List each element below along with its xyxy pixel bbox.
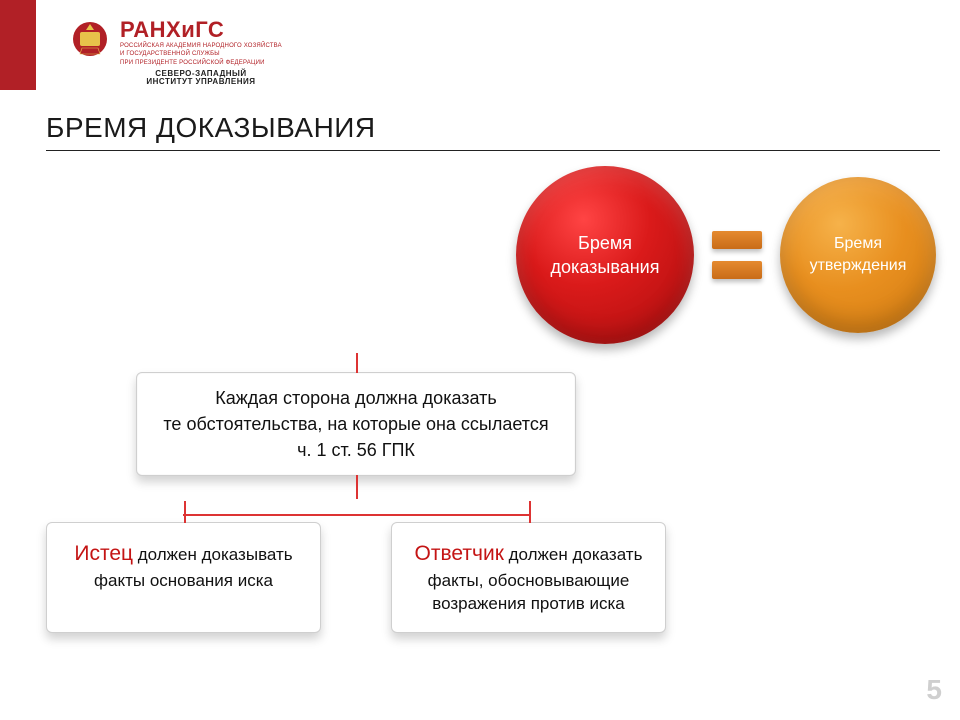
connector-line (356, 475, 358, 499)
connector-line (356, 353, 358, 373)
logo-main: РАНХиГС (120, 18, 282, 41)
circle-right: Бремя утверждения (780, 177, 936, 333)
parent-line-3: ч. 1 ст. 56 ГПК (155, 437, 557, 463)
logo-block: РАНХиГС РОССИЙСКАЯ АКАДЕМИЯ НАРОДНОГО ХО… (70, 18, 282, 87)
hierarchy-child-right: Ответчик должен доказать факты, обосновы… (391, 522, 666, 633)
logo-sub-1: РОССИЙСКАЯ АКАДЕМИЯ НАРОДНОГО ХОЗЯЙСТВА (120, 43, 282, 49)
parent-line-2: те обстоятельства, на которые она ссылае… (155, 411, 557, 437)
hierarchy-diagram: Каждая сторона должна доказать те обстоя… (46, 372, 666, 633)
circle-left: Бремя доказывания (516, 166, 694, 344)
page-title: БРЕМЯ ДОКАЗЫВАНИЯ (46, 112, 376, 144)
logo-sub-2: И ГОСУДАРСТВЕННОЙ СЛУЖБЫ (120, 51, 282, 57)
child-left-emphasis: Истец (74, 542, 133, 565)
title-rule (46, 150, 940, 151)
page-number: 5 (926, 674, 942, 706)
hierarchy-parent: Каждая сторона должна доказать те обстоя… (136, 372, 576, 476)
child-left-text: Истец должен доказывать факты основания … (61, 539, 306, 592)
hierarchy-child-left: Истец должен доказывать факты основания … (46, 522, 321, 633)
connector-line (184, 501, 186, 523)
equals-bar (712, 261, 762, 279)
hierarchy-children: Истец должен доказывать факты основания … (46, 522, 666, 633)
accent-bar (0, 0, 36, 90)
equals-icon (712, 229, 762, 281)
child-right-emphasis: Ответчик (415, 542, 504, 565)
equals-bar (712, 231, 762, 249)
logo-text: РАНХиГС РОССИЙСКАЯ АКАДЕМИЯ НАРОДНОГО ХО… (120, 18, 282, 87)
emblem-icon (70, 18, 110, 60)
connector-line (529, 501, 531, 523)
parent-line-1: Каждая сторона должна доказать (155, 385, 557, 411)
child-right-text: Ответчик должен доказать факты, обосновы… (406, 539, 651, 616)
connector-hbar (183, 514, 529, 516)
logo-sub-3: ПРИ ПРЕЗИДЕНТЕ РОССИЙСКОЙ ФЕДЕРАЦИИ (120, 60, 282, 66)
logo-inst-2: ИНСТИТУТ УПРАВЛЕНИЯ (120, 78, 282, 86)
circles-row: Бремя доказывания Бремя утверждения (516, 166, 936, 344)
slide: РАНХиГС РОССИЙСКАЯ АКАДЕМИЯ НАРОДНОГО ХО… (0, 0, 960, 720)
